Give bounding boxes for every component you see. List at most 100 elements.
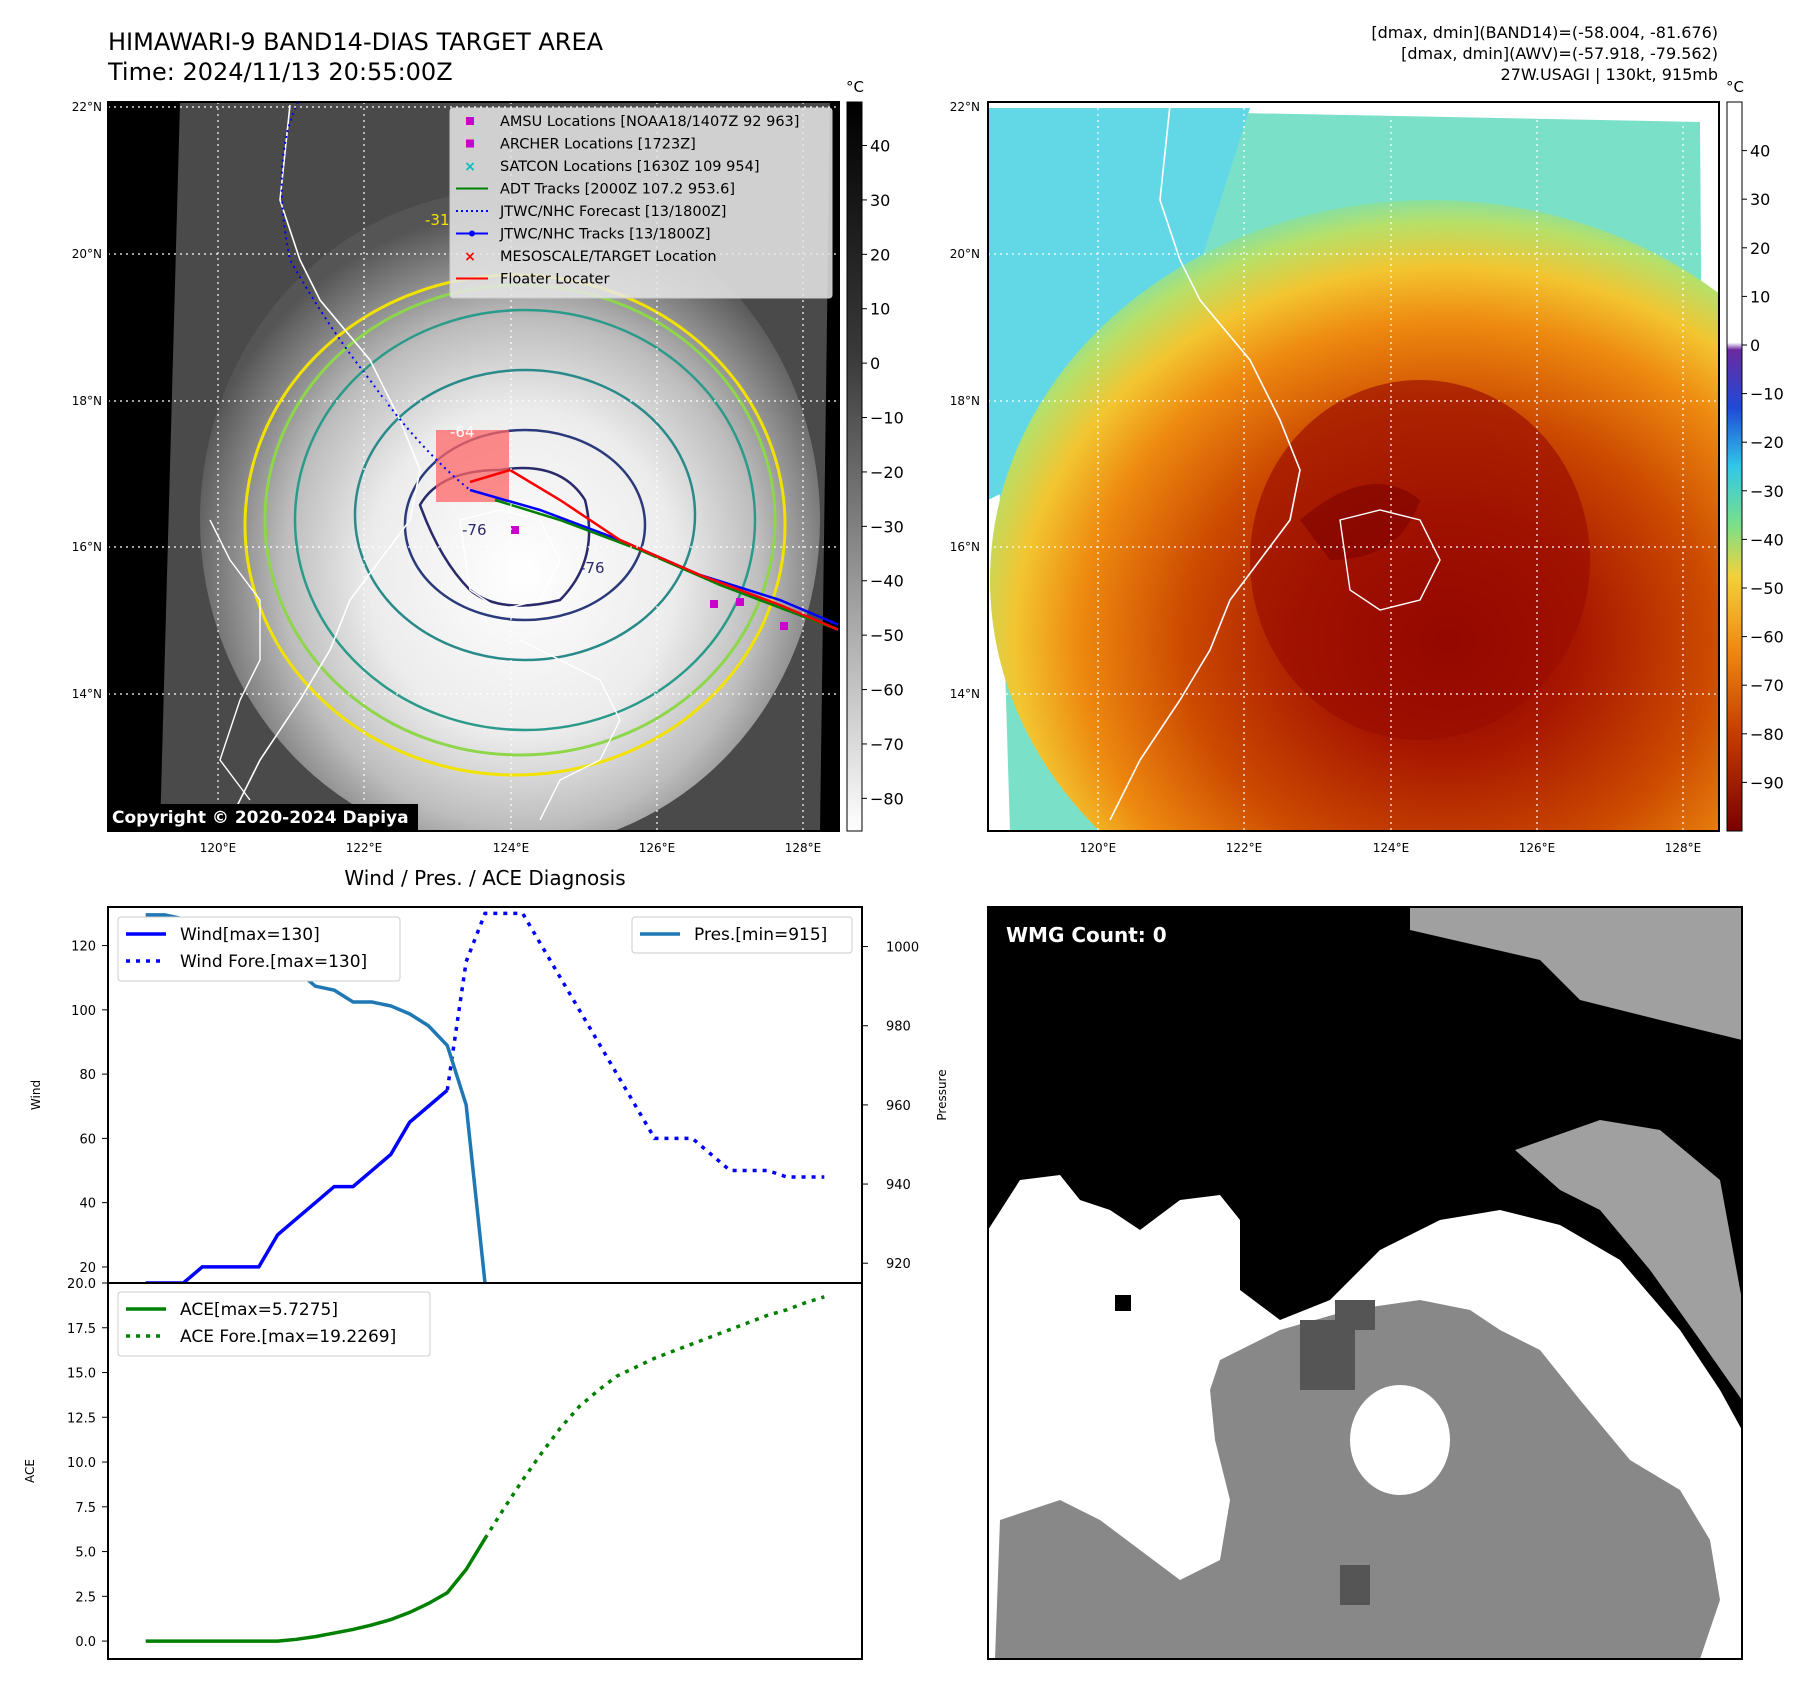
figure-time: Time: 2024/11/13 20:55:00Z — [107, 58, 453, 86]
diagnosis-title: Wind / Pres. / ACE Diagnosis — [344, 866, 625, 890]
lon-label: 122°E — [1226, 841, 1263, 855]
lat-label: 16°N — [950, 540, 980, 554]
legend-entry: JTWC/NHC Tracks [13/1800Z] — [456, 227, 711, 243]
colorbar-tick-label: −40 — [1750, 530, 1784, 549]
legend-label: Wind Fore.[max=130] — [180, 952, 367, 972]
colorbar-tick-label: 0 — [1750, 336, 1760, 355]
legend-entry: ARCHER Locations [1723Z] — [466, 137, 696, 153]
pressure-axis-label: Pressure — [935, 1069, 949, 1120]
colorbar-tick-label: 30 — [1750, 190, 1770, 209]
wind-ytick-label: 80 — [79, 1068, 96, 1083]
wmg-count-label: WMG Count: 0 — [1006, 923, 1167, 947]
map-legend: AMSU Locations [NOAA18/1407Z 92 963] ARCH… — [449, 107, 833, 299]
legend-label: JTWC/NHC Forecast [13/1800Z] — [499, 204, 726, 220]
legend-square-marker — [466, 139, 474, 148]
legend-label: Wind[max=130] — [180, 925, 320, 945]
colorbar-tick-label: −60 — [870, 681, 904, 700]
lon-label: 128°E — [1665, 841, 1702, 855]
legend-entry: ADT Tracks [2000Z 107.2 953.6] — [456, 182, 735, 198]
legend-label: Pres.[min=915] — [694, 925, 827, 945]
wind-ytick-label: 100 — [71, 1004, 96, 1019]
ace-series-line-1 — [145, 1537, 487, 1643]
pressure-ytick-label: 920 — [886, 1257, 911, 1272]
copyright-label: Copyright © 2020-2024 Dapiya — [112, 808, 409, 828]
lat-label: 18°N — [950, 394, 980, 408]
colorbar-tick-label: −50 — [1750, 579, 1784, 598]
legend-entry: Floater Locater — [456, 272, 609, 288]
legend-entry: × SATCON Locations [1630Z 109 954] — [464, 159, 759, 175]
colorbar-tick-label: −90 — [1750, 773, 1784, 792]
pressure-ytick-label: 980 — [886, 1020, 911, 1035]
series-line-2 — [445, 911, 825, 1179]
colorbar-tick-label: −80 — [870, 789, 904, 808]
lat-label: 14°N — [950, 687, 980, 701]
ace-ytick-label: 0.0 — [75, 1635, 96, 1650]
info-storm: 27W.USAGI | 130kt, 915mb — [1501, 65, 1718, 84]
pressure-ytick-label: 1000 — [886, 941, 919, 956]
colorbar-tick-label: −60 — [1750, 628, 1784, 647]
colorbar-tick-label: −50 — [870, 626, 904, 645]
colorbar-unit: °C — [1726, 78, 1744, 96]
legend-x-marker: × — [464, 159, 476, 175]
lat-label: 20°N — [950, 247, 980, 261]
wind-legend: Wind[max=130] Wind Fore.[max=130] — [117, 916, 401, 982]
lon-label: 124°E — [493, 841, 530, 855]
colorbar-tick-label: 10 — [1750, 287, 1770, 306]
legend-dot-marker — [469, 230, 475, 237]
legend-label: ARCHER Locations [1723Z] — [500, 137, 696, 153]
wind-axis-label: Wind — [29, 1080, 43, 1110]
legend-entry: AMSU Locations [NOAA18/1407Z 92 963] — [466, 114, 799, 130]
legend-label: MESOSCALE/TARGET Location — [500, 249, 717, 265]
wmg-panel: WMG Count: 0 — [988, 907, 1742, 1659]
wind-ytick-label: 40 — [79, 1197, 96, 1212]
colorbar-tick-label: −70 — [1750, 676, 1784, 695]
lat-label: 20°N — [72, 247, 102, 261]
wind-pressure-chart: 20 40 60 80 100 120 920 940 960 980 1000 Wind[max=1… — [29, 906, 949, 1285]
colorbar-tick-label: 40 — [870, 137, 890, 156]
legend-label: ADT Tracks [2000Z 107.2 953.6] — [500, 182, 735, 198]
colorbar-tick-label: −10 — [1750, 385, 1784, 404]
lat-label: 18°N — [72, 394, 102, 408]
contour-label: -31 — [425, 211, 450, 229]
ace-ytick-label: 20.0 — [67, 1277, 96, 1292]
series-line-1 — [145, 1088, 449, 1285]
legend-label: AMSU Locations [NOAA18/1407Z 92 963] — [500, 114, 799, 130]
ace-ytick-label: 7.5 — [75, 1501, 96, 1516]
colorbar-tick-label: 20 — [1750, 239, 1770, 258]
legend-label: SATCON Locations [1630Z 109 954] — [500, 159, 759, 175]
lon-label: 126°E — [639, 841, 676, 855]
colorbar-tick-label: −30 — [870, 517, 904, 536]
ace-ytick-label: 5.0 — [75, 1546, 96, 1561]
pressure-legend: Pres.[min=915] — [631, 916, 853, 954]
colorbar-tick-label: −40 — [870, 572, 904, 591]
lat-label: 22°N — [72, 100, 102, 114]
colorbar-tick-label: 0 — [870, 354, 880, 373]
legend-x-marker: × — [464, 249, 476, 265]
legend-entry: × MESOSCALE/TARGET Location — [464, 249, 716, 265]
wind-ytick-label: 120 — [71, 940, 96, 955]
info-awv: [dmax, dmin](AWV)=(-57.918, -79.562) — [1401, 44, 1718, 63]
lon-label: 120°E — [200, 841, 237, 855]
awv-map — [988, 102, 1719, 831]
awv-colorbar: °C 40 30 20 10 0 −10 −20 −30 −40 −50 −60 −70 −80 −90 — [1726, 78, 1784, 832]
lon-label: 126°E — [1519, 841, 1556, 855]
lat-label: 16°N — [72, 540, 102, 554]
info-band14: [dmax, dmin](BAND14)=(-58.004, -81.676) — [1371, 23, 1718, 42]
figure-title: HIMAWARI-9 BAND14-DIAS TARGET AREA — [108, 28, 604, 56]
ace-chart: 0.0 2.5 5.0 7.5 10.0 12.5 15.0 17.5 20.0 ACE[max=… — [23, 1277, 863, 1660]
contour-label: -64 — [450, 423, 475, 441]
legend-label: ACE Fore.[max=19.2269] — [180, 1327, 396, 1347]
contour-label: -76 — [462, 521, 487, 539]
colorbar-tick-label: −70 — [870, 735, 904, 754]
colorbar-tick-label: 30 — [870, 191, 890, 210]
lon-label: 124°E — [1373, 841, 1410, 855]
colorbar-tick-label: −10 — [870, 409, 904, 428]
lat-label: 22°N — [950, 100, 980, 114]
wind-ytick-label: 60 — [79, 1132, 96, 1147]
colorbar-tick-label: −80 — [1750, 725, 1784, 744]
ace-ytick-label: 10.0 — [67, 1456, 96, 1471]
band14-colorbar: °C 40 30 20 10 0 −10 −20 −30 −40 −50 −60 −70 −80 — [846, 78, 904, 832]
ace-ytick-label: 2.5 — [75, 1590, 96, 1605]
colorbar-unit: °C — [846, 78, 864, 96]
